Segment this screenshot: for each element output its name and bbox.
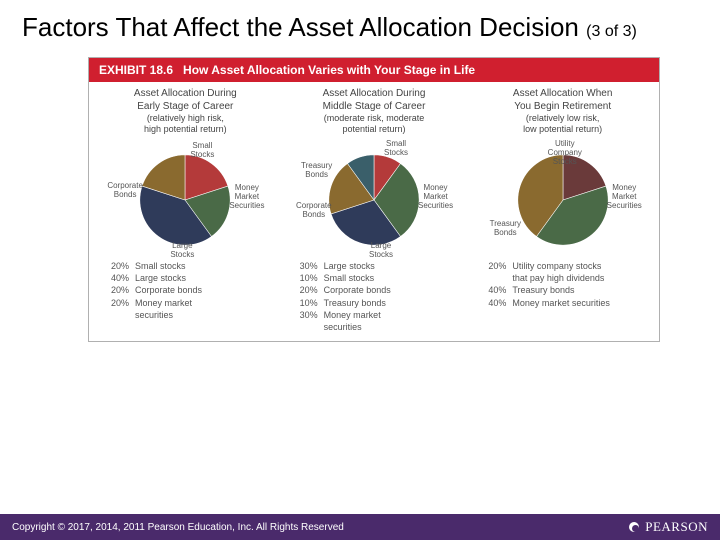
pie-slice-label: SmallStocks: [190, 142, 214, 160]
panel-title: Asset Allocation DuringMiddle Stage of C…: [323, 88, 426, 142]
legend-row: 40%Treasury bonds: [480, 284, 653, 296]
pie-chart: [138, 153, 232, 247]
exhibit-label: EXHIBIT 18.6: [99, 63, 173, 77]
panel-title: Asset Allocation DuringEarly Stage of Ca…: [134, 88, 237, 142]
title-main: Factors That Affect the Asset Allocation…: [22, 12, 579, 42]
pie-chart: [516, 153, 610, 247]
legend-row: securities: [103, 309, 276, 321]
legend: 20%Utility company stocksthat pay high d…: [470, 258, 655, 309]
exhibit-box: EXHIBIT 18.6 How Asset Allocation Varies…: [88, 57, 660, 342]
copyright-text: Copyright © 2017, 2014, 2011 Pearson Edu…: [12, 522, 344, 533]
legend-row: 40%Money market securities: [480, 297, 653, 309]
pearson-logo: PEARSON: [629, 519, 708, 535]
legend-row: 10%Treasury bonds: [292, 297, 465, 309]
legend-row: 20%Corporate bonds: [103, 284, 276, 296]
pie-slice-label: TreasuryBonds: [301, 162, 332, 180]
pie-chart: [327, 153, 421, 247]
pie-wrap: SmallStocksMoneyMarketSecuritiesLargeSto…: [299, 142, 449, 258]
legend-row: securities: [292, 321, 465, 333]
exhibit-title: How Asset Allocation Varies with Your St…: [183, 63, 475, 77]
pie-slice-label: CorporateBonds: [296, 202, 332, 220]
pie-slice-label: TreasuryBonds: [490, 220, 521, 238]
slide-title: Factors That Affect the Asset Allocation…: [0, 0, 720, 47]
legend-row: 20%Small stocks: [103, 260, 276, 272]
legend-row: 10%Small stocks: [292, 272, 465, 284]
legend: 30%Large stocks10%Small stocks20%Corpora…: [282, 258, 467, 333]
panel-title: Asset Allocation WhenYou Begin Retiremen…: [513, 88, 613, 142]
pie-wrap: SmallStocksMoneyMarketSecuritiesLargeSto…: [110, 142, 260, 258]
legend: 20%Small stocks40%Large stocks20%Corpora…: [93, 258, 278, 321]
panel: Asset Allocation DuringMiddle Stage of C…: [282, 88, 467, 333]
brand-text: PEARSON: [645, 519, 708, 535]
legend-row: 30%Money market: [292, 309, 465, 321]
pearson-logo-icon: [629, 522, 639, 532]
legend-row: 20%Utility company stocks: [480, 260, 653, 272]
pie-slice-label: LargeStocks: [170, 242, 194, 260]
pie-slice-label: CorporateBonds: [107, 182, 143, 200]
title-sub: (3 of 3): [586, 23, 637, 40]
pie-slice-label: LargeStocks: [369, 242, 393, 260]
exhibit-header: EXHIBIT 18.6 How Asset Allocation Varies…: [89, 58, 659, 82]
panel: Asset Allocation DuringEarly Stage of Ca…: [93, 88, 278, 333]
pie-slice-label: MoneyMarketSecurities: [229, 184, 264, 210]
panels-row: Asset Allocation DuringEarly Stage of Ca…: [89, 82, 659, 341]
pie-slice-label: UtilityCompanyStocks: [548, 140, 582, 166]
legend-row: that pay high dividends: [480, 272, 653, 284]
legend-row: 20%Corporate bonds: [292, 284, 465, 296]
pie-slice-label: MoneyMarketSecurities: [418, 184, 453, 210]
panel: Asset Allocation WhenYou Begin Retiremen…: [470, 88, 655, 333]
legend-row: 20%Money market: [103, 297, 276, 309]
pie-slice-label: MoneyMarketSecurities: [607, 184, 642, 210]
pie-slice-label: SmallStocks: [384, 140, 408, 158]
footer-bar: Copyright © 2017, 2014, 2011 Pearson Edu…: [0, 514, 720, 540]
pie-wrap: UtilityCompanyStocksMoneyMarketSecuritie…: [488, 142, 638, 258]
legend-row: 40%Large stocks: [103, 272, 276, 284]
legend-row: 30%Large stocks: [292, 260, 465, 272]
